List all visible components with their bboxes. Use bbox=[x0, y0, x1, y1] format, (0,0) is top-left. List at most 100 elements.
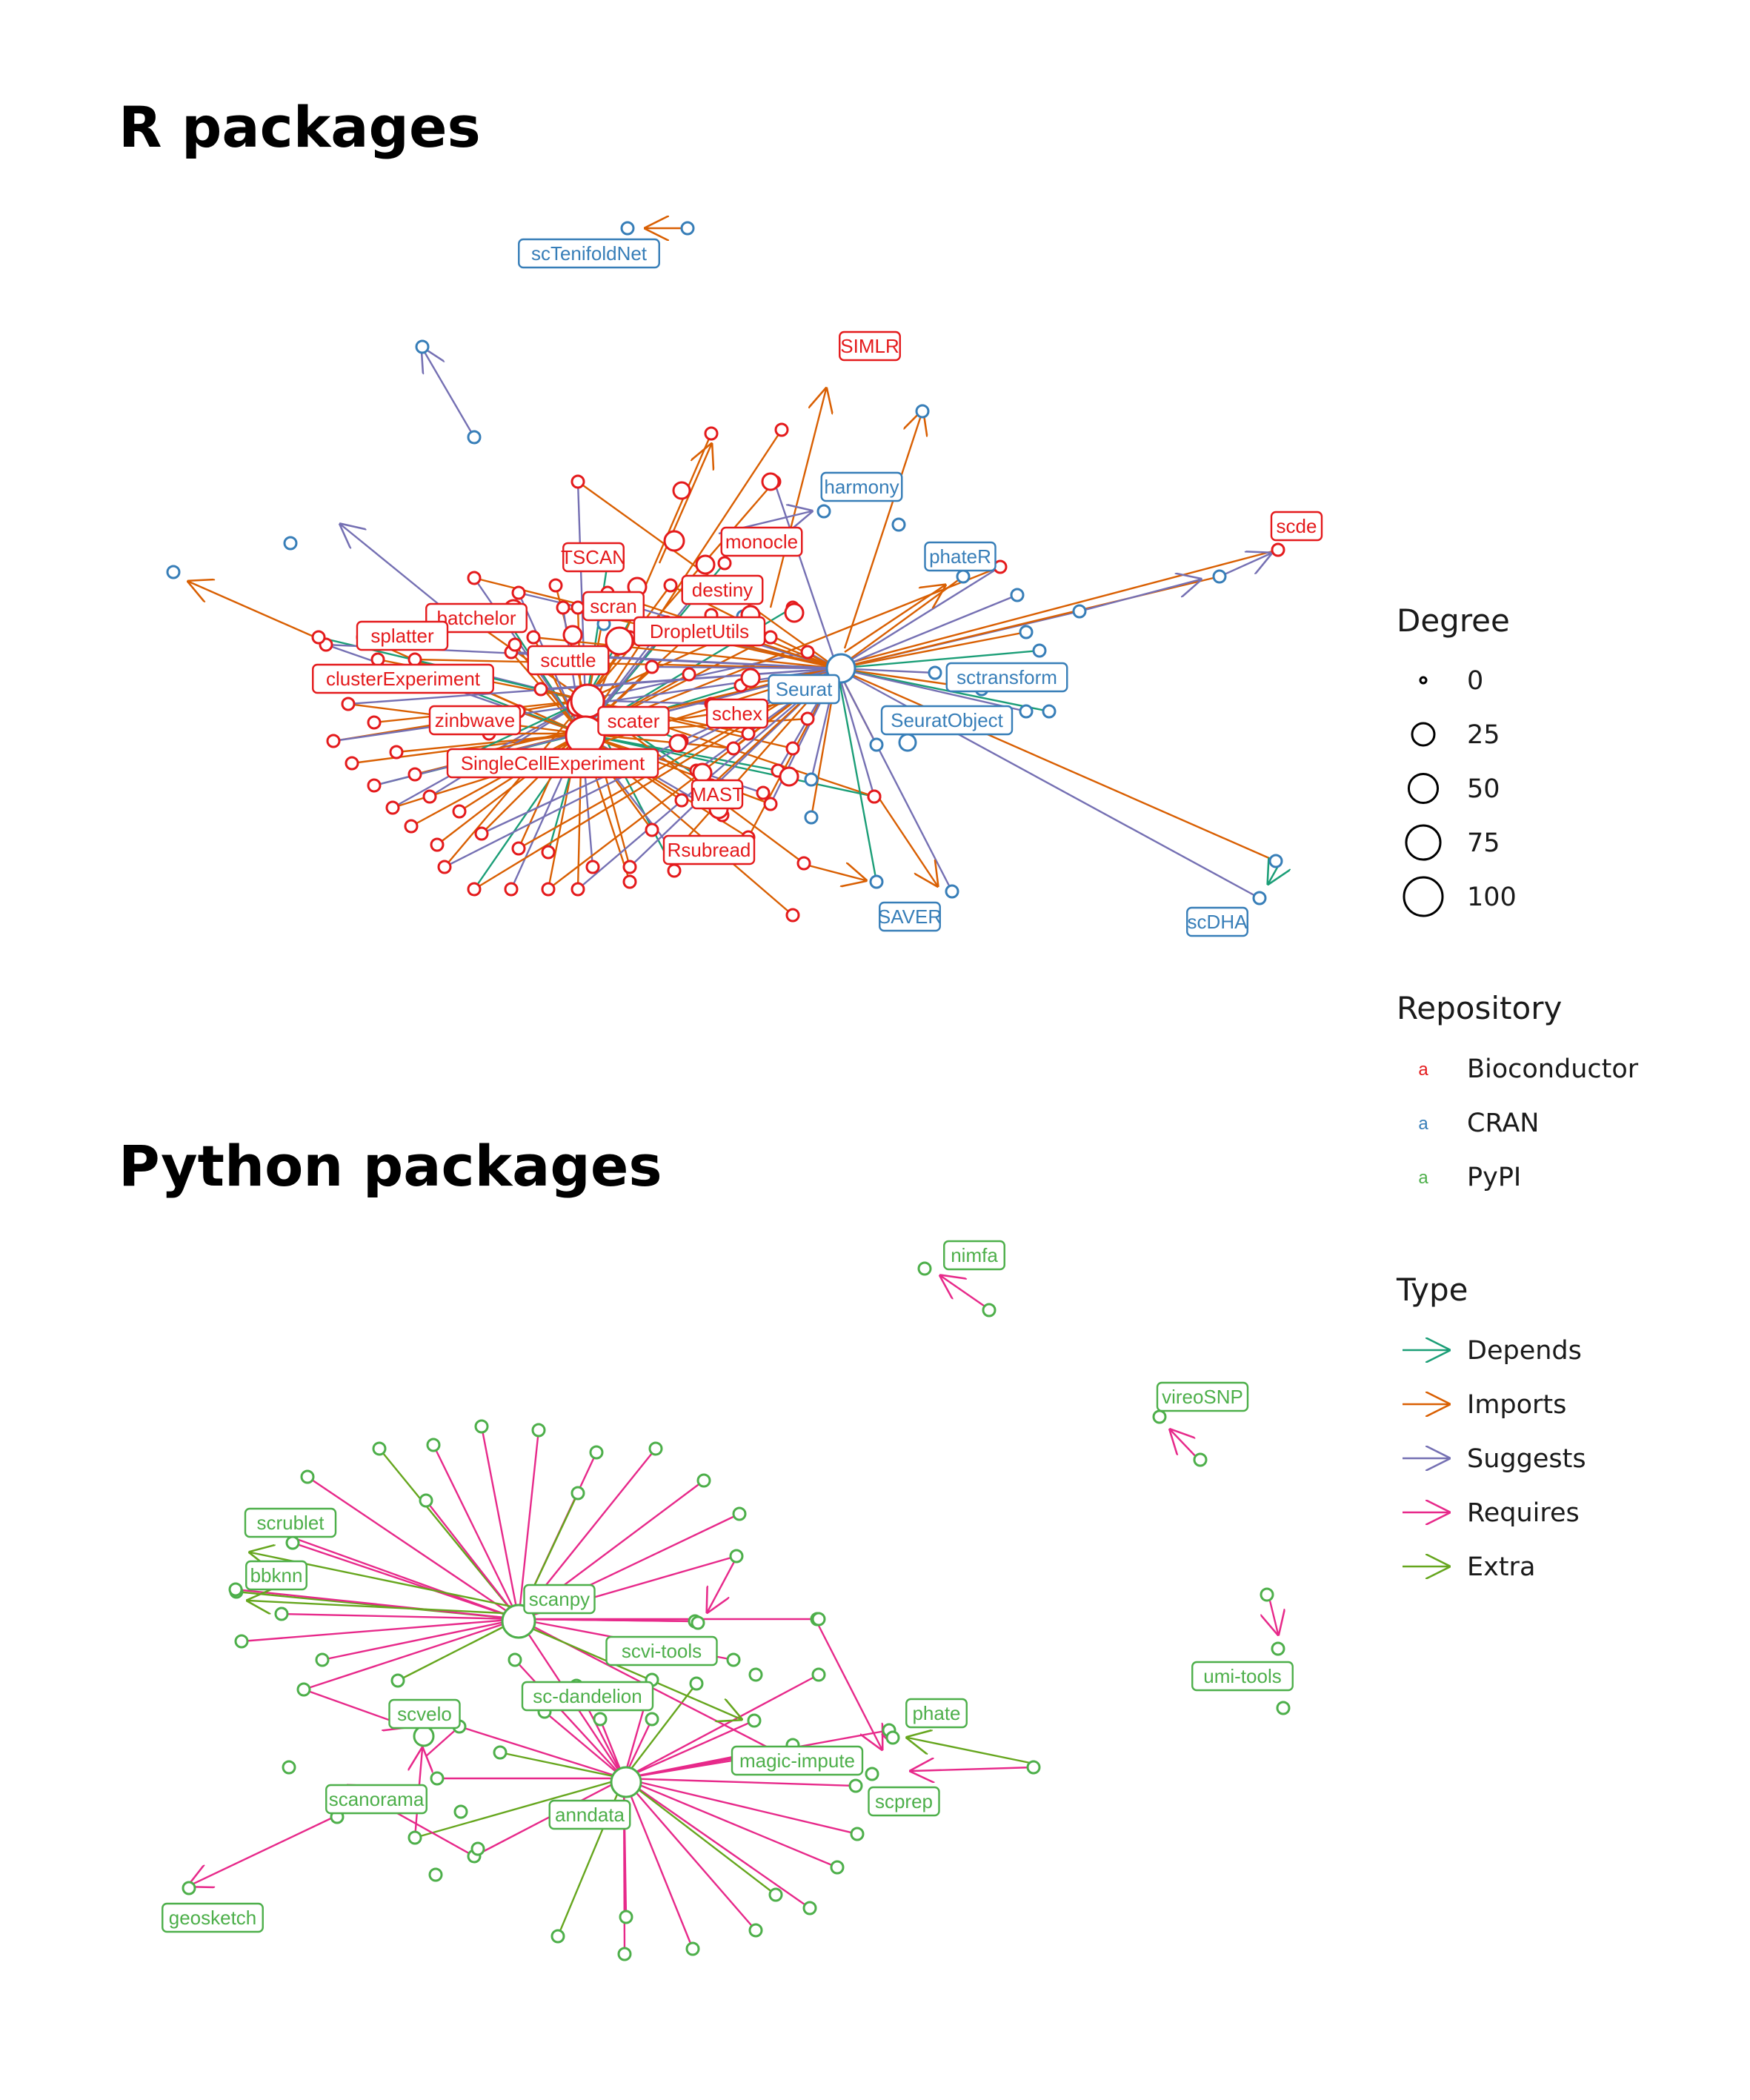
python-network-labels: nimfa vireoSNP scrublet bbknn scanpy scvi-too… bbox=[162, 1240, 1294, 1933]
r-node-bioconductor bbox=[784, 602, 805, 623]
r-node-bioconductor bbox=[508, 637, 522, 652]
legend-type-label: Requires bbox=[1467, 1498, 1580, 1528]
r-edge bbox=[414, 658, 838, 670]
py-node bbox=[274, 1606, 289, 1621]
legend-degree-label: 75 bbox=[1467, 828, 1500, 858]
py-node bbox=[685, 1941, 700, 1956]
py-node bbox=[617, 1947, 632, 1961]
r-node-bioconductor bbox=[311, 630, 326, 645]
r-label-scde-text: scde bbox=[1277, 515, 1317, 537]
py-node bbox=[315, 1652, 330, 1667]
py-node bbox=[748, 1923, 763, 1938]
legend-repository-glyph: a bbox=[1418, 1168, 1428, 1188]
r-label-seurat-text: Seurat bbox=[776, 678, 833, 700]
r-node-bioconductor bbox=[367, 778, 382, 793]
py-node bbox=[493, 1745, 508, 1760]
py-node bbox=[407, 1830, 422, 1845]
r-label-scran: scran bbox=[582, 591, 645, 622]
r-node-bioconductor bbox=[389, 745, 404, 760]
py-label-umi-tools-text: umi-tools bbox=[1203, 1665, 1281, 1687]
r-node-bioconductor bbox=[761, 472, 780, 491]
py-edge bbox=[241, 1618, 519, 1643]
legend-type-label: Imports bbox=[1467, 1390, 1566, 1420]
r-node-cran bbox=[283, 536, 298, 551]
r-edge bbox=[341, 525, 453, 616]
r-edge bbox=[836, 576, 964, 669]
r-node-bioconductor bbox=[467, 882, 482, 897]
py-label-vireosnp-box bbox=[1156, 1381, 1249, 1412]
py-node bbox=[531, 1423, 546, 1438]
py-node bbox=[1152, 1409, 1167, 1424]
py-edge bbox=[941, 1276, 990, 1310]
python-network-edges bbox=[189, 1276, 1278, 1955]
r-edge bbox=[773, 481, 839, 669]
py-edge bbox=[480, 1426, 520, 1620]
py-node bbox=[689, 1676, 704, 1691]
r-node-bioconductor bbox=[452, 804, 467, 819]
r-label-sctenifoldnet-text: scTenifoldNet bbox=[531, 242, 648, 265]
r-node-bioconductor bbox=[645, 823, 659, 837]
r-label-clusterexperiment: clusterExperiment bbox=[312, 663, 494, 694]
py-label-geosketch: geosketch bbox=[162, 1902, 264, 1933]
r-node-bioconductor bbox=[474, 826, 489, 841]
r-node-cran bbox=[869, 737, 884, 752]
py-label-scvelo-box bbox=[388, 1698, 461, 1729]
r-label-simlr: SIMLR bbox=[839, 330, 901, 362]
py-node bbox=[848, 1778, 863, 1793]
py-node bbox=[1193, 1452, 1208, 1467]
r-label-saver-box bbox=[879, 901, 941, 932]
py-node bbox=[768, 1887, 783, 1902]
r-label-singlecellexperiment-text: SingleCellExperiment bbox=[461, 752, 645, 774]
r-node-bioconductor bbox=[674, 793, 689, 808]
r-node-bioconductor bbox=[785, 741, 800, 756]
py-edge bbox=[623, 1777, 856, 1787]
r-node-bioconductor bbox=[570, 474, 585, 489]
py-label-geosketch-box bbox=[162, 1902, 264, 1933]
py-node bbox=[550, 1929, 565, 1944]
py-node bbox=[811, 1612, 826, 1626]
py-label-scvi-tools-text: scvi-tools bbox=[622, 1640, 702, 1662]
r-label-sctransform: sctransform bbox=[945, 662, 1068, 693]
legend-degree-label: 100 bbox=[1467, 883, 1517, 912]
py-node bbox=[865, 1767, 879, 1781]
r-node-bioconductor bbox=[370, 652, 385, 667]
r-label-monocle-box bbox=[720, 526, 803, 557]
py-label-vireosnp: vireoSNP bbox=[1156, 1381, 1249, 1412]
py-node bbox=[917, 1261, 932, 1276]
r-node-cran bbox=[1019, 704, 1034, 719]
r-label-harmony-text: harmony bbox=[824, 476, 899, 498]
py-label-magic-impute-text: magic-impute bbox=[739, 1750, 855, 1772]
r-label-sctenifoldnet-box bbox=[518, 238, 660, 269]
r-label-splatter-box bbox=[356, 620, 449, 651]
legend-repository-label: Bioconductor bbox=[1467, 1054, 1639, 1084]
r-label-zinbwave-text: zinbwave bbox=[435, 709, 515, 731]
py-edge bbox=[816, 1622, 882, 1749]
legend-repository-glyph: a bbox=[1418, 1114, 1428, 1134]
r-node-cran bbox=[1010, 588, 1025, 602]
r-label-schex: schex bbox=[706, 698, 768, 729]
r-node-cran bbox=[804, 810, 819, 825]
r-node-cran bbox=[415, 339, 430, 354]
py-label-scanorama-text: scanorama bbox=[329, 1788, 425, 1810]
legend-degree-label: 0 bbox=[1467, 666, 1483, 696]
r-label-saver: SAVER bbox=[878, 901, 942, 932]
py-edge bbox=[248, 1601, 519, 1615]
py-node bbox=[1026, 1760, 1041, 1775]
legend-type-title: Type bbox=[1396, 1272, 1468, 1308]
r-label-simlr-box bbox=[839, 330, 901, 362]
r-label-singlecellexperiment: SingleCellExperiment bbox=[446, 748, 659, 779]
r-node-cran bbox=[915, 404, 930, 419]
py-label-scvi-tools-box bbox=[605, 1635, 718, 1667]
py-label-scrublet-text: scrublet bbox=[256, 1512, 325, 1534]
r-label-monocle: monocle bbox=[720, 526, 803, 557]
py-node bbox=[830, 1860, 845, 1875]
r-label-dropletutils: DropletUtils bbox=[633, 616, 766, 647]
python-panel-title: Python packages bbox=[119, 1133, 662, 1199]
r-label-tscan-box bbox=[562, 542, 625, 573]
r-node-bioconductor bbox=[800, 645, 815, 659]
r-label-batchelor: batchelor bbox=[425, 602, 528, 634]
r-node-bioconductor bbox=[437, 860, 452, 874]
r-edge bbox=[836, 668, 954, 892]
r-node-bioconductor bbox=[779, 766, 799, 787]
